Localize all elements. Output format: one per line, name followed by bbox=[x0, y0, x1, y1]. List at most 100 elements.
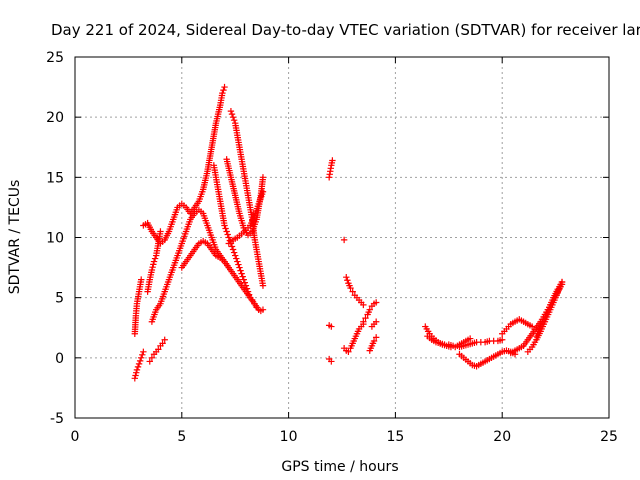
series-5 bbox=[144, 228, 164, 295]
data-point bbox=[230, 116, 238, 124]
series-13 bbox=[325, 322, 335, 330]
data-point bbox=[133, 369, 140, 376]
data-point bbox=[259, 188, 267, 195]
data-point bbox=[344, 277, 351, 284]
data-point bbox=[229, 246, 237, 253]
data-point bbox=[259, 282, 267, 289]
data-point bbox=[372, 299, 380, 306]
data-point bbox=[229, 113, 237, 121]
data-point bbox=[236, 264, 243, 271]
data-point bbox=[161, 336, 168, 343]
data-point bbox=[235, 261, 242, 268]
data-point bbox=[146, 358, 153, 365]
data-point bbox=[345, 348, 352, 356]
x-tick-label: 10 bbox=[280, 429, 298, 445]
data-point bbox=[132, 372, 139, 379]
data-point bbox=[372, 318, 380, 325]
series-16 bbox=[343, 274, 367, 309]
plot-frame bbox=[74, 56, 610, 419]
x-tick-label: 15 bbox=[386, 429, 404, 445]
data-point bbox=[133, 366, 141, 374]
series-20 bbox=[368, 318, 380, 330]
data-point bbox=[360, 301, 367, 309]
data-point bbox=[223, 228, 230, 235]
x-tick-label: 20 bbox=[493, 429, 511, 445]
data-point bbox=[138, 354, 145, 362]
series-12 bbox=[325, 157, 336, 181]
data-point bbox=[151, 255, 159, 262]
data-point bbox=[155, 346, 162, 353]
data-point bbox=[528, 323, 536, 330]
data-point bbox=[499, 336, 506, 343]
data-point bbox=[241, 279, 249, 286]
data-point bbox=[239, 273, 246, 280]
series-3 bbox=[140, 83, 228, 247]
data-point bbox=[148, 266, 156, 274]
data-point bbox=[349, 288, 356, 295]
data-point bbox=[149, 263, 156, 271]
x-axis-label: GPS time / hours bbox=[281, 459, 398, 475]
data-point bbox=[228, 110, 236, 118]
ticks-layer: 0 5 10 15 20 25 -5 0 5 10 15 20 25 bbox=[46, 50, 618, 445]
series-1 bbox=[131, 348, 147, 382]
data-point bbox=[251, 300, 258, 307]
y-axis-label: SDTVAR / TECUs bbox=[7, 180, 23, 295]
series-6 bbox=[148, 206, 232, 325]
data-point bbox=[134, 363, 142, 371]
series-15 bbox=[340, 236, 348, 244]
data-point bbox=[329, 157, 336, 164]
data-point bbox=[259, 174, 267, 181]
x-tick-label: 25 bbox=[600, 429, 618, 445]
data-point bbox=[150, 258, 158, 265]
series-4 bbox=[146, 336, 168, 365]
data-point bbox=[135, 360, 143, 368]
data-point bbox=[148, 354, 156, 362]
data-point bbox=[360, 318, 367, 325]
y-tick-label: 15 bbox=[46, 170, 64, 186]
data-point bbox=[347, 284, 354, 292]
data-point bbox=[233, 255, 240, 262]
data-point bbox=[228, 243, 236, 250]
data-point bbox=[221, 83, 228, 91]
data-point bbox=[245, 291, 253, 298]
data-point bbox=[340, 236, 348, 244]
data-point bbox=[232, 252, 239, 259]
y-tick-label: 0 bbox=[55, 351, 64, 367]
y-tick-label: 5 bbox=[55, 291, 64, 307]
data-point bbox=[466, 335, 474, 342]
data-point bbox=[227, 107, 235, 115]
series-27 bbox=[533, 278, 566, 340]
data-point bbox=[242, 282, 250, 289]
series-22 bbox=[424, 332, 474, 349]
data-point bbox=[259, 306, 267, 313]
data-point bbox=[244, 288, 252, 295]
data-point bbox=[222, 225, 229, 232]
data-point bbox=[226, 237, 234, 244]
series-19 bbox=[366, 334, 380, 354]
data-point bbox=[343, 274, 350, 281]
series-24 bbox=[499, 316, 536, 337]
data-point bbox=[249, 296, 256, 304]
data-point bbox=[140, 348, 147, 356]
data-point bbox=[370, 337, 378, 345]
data-point bbox=[139, 351, 146, 359]
data-point bbox=[157, 228, 164, 235]
data-point bbox=[224, 231, 231, 238]
data-point bbox=[328, 323, 335, 330]
data-point bbox=[131, 375, 139, 382]
data-point bbox=[136, 357, 144, 365]
y-tick-label: 25 bbox=[46, 50, 64, 66]
y-tick-label: 10 bbox=[46, 231, 64, 247]
data-point bbox=[238, 270, 245, 277]
data-point bbox=[328, 358, 335, 365]
series-11 bbox=[225, 188, 267, 247]
series-17 bbox=[340, 320, 367, 356]
data-point bbox=[150, 261, 157, 268]
data-point bbox=[220, 86, 227, 94]
grid-layer bbox=[75, 57, 609, 418]
data-point bbox=[243, 285, 251, 292]
chart-title: Day 221 of 2024, Sidereal Day-to-day VTE… bbox=[51, 21, 640, 39]
x-tick-label: 0 bbox=[71, 429, 80, 445]
